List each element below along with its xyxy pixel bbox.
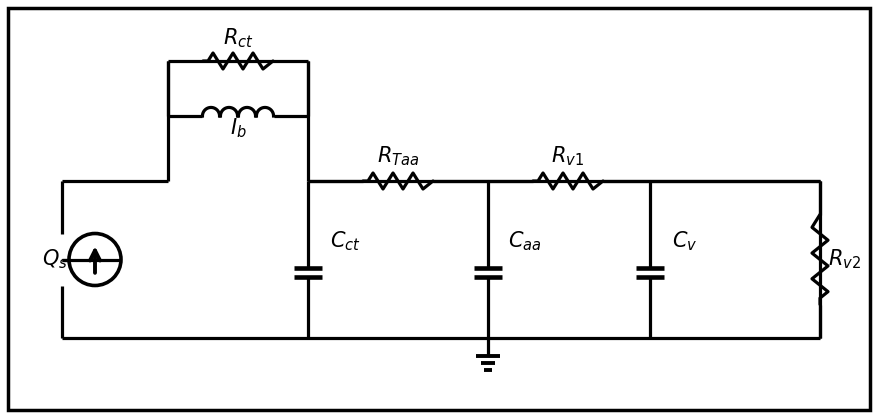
Text: $Q_s$: $Q_s$ xyxy=(42,247,68,271)
Text: $R_{v1}$: $R_{v1}$ xyxy=(552,144,584,168)
Text: $I_b$: $I_b$ xyxy=(230,116,246,140)
Text: $C_{aa}$: $C_{aa}$ xyxy=(509,229,542,253)
Text: $R_{Taa}$: $R_{Taa}$ xyxy=(377,144,419,168)
Text: $R_{v2}$: $R_{v2}$ xyxy=(828,247,862,271)
Text: $R_{ct}$: $R_{ct}$ xyxy=(223,26,253,50)
Text: $C_v$: $C_v$ xyxy=(672,229,698,253)
Text: $C_{ct}$: $C_{ct}$ xyxy=(330,229,361,253)
